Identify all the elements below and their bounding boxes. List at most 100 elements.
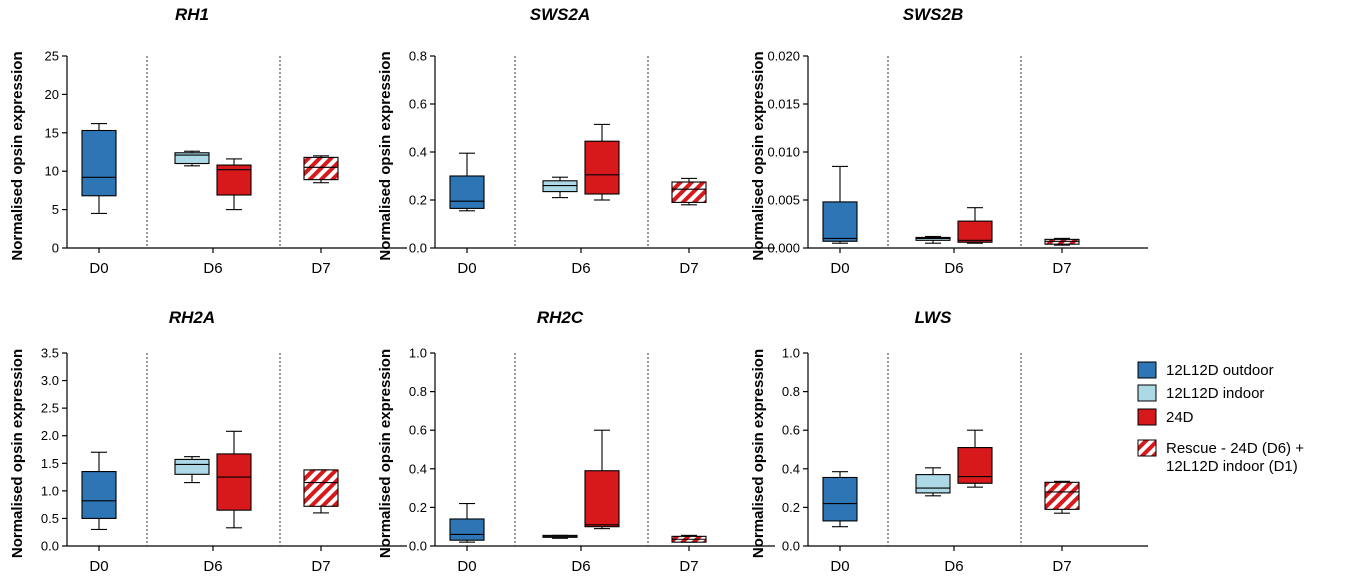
legend-label: Rescue - 24D (D6) +12L12D indoor (D1) (1166, 440, 1304, 475)
box-d6-12l12d-indoor (915, 467, 951, 497)
y-tick-label: 2.0 (41, 428, 59, 443)
x-category-label: D0 (830, 558, 849, 575)
x-category-label: D7 (1052, 260, 1071, 277)
y-tick-label: 0.000 (767, 241, 800, 256)
x-category-label: D6 (944, 558, 963, 575)
box-d0-12l12d-outdoor (449, 502, 485, 543)
chart-panels: RH1 Normalised opsin expression 0 5 10 15 20 25… (9, 5, 1148, 575)
x-category-label: D7 (311, 260, 330, 277)
y-tick-label: 0.005 (767, 193, 800, 208)
legend: 12L12D outdoor 12L12D indoor 24D Rescue - 2… (1137, 361, 1304, 475)
legend-item: Rescue - 24D (D6) +12L12D indoor (D1) (1137, 439, 1304, 475)
y-tick-label: 2.5 (41, 401, 59, 416)
box-d7-rescue-24d-d6-12l12d-indoor-d1 (671, 177, 707, 206)
y-axis-label: Normalised opsin expression (9, 349, 26, 558)
y-tick-label: 0.4 (409, 461, 427, 476)
x-category-label: D0 (457, 260, 476, 277)
box-d6-24d (957, 207, 993, 244)
iqr-box (174, 458, 210, 475)
y-tick-label: 0.010 (767, 145, 800, 160)
x-category-label: D7 (311, 558, 330, 575)
box-d6-12l12d-indoor (915, 235, 951, 244)
y-axis-label: Normalised opsin expression (750, 349, 767, 558)
y-tick-label: 1.0 (409, 346, 427, 361)
legend-item: 12L12D indoor (1137, 384, 1264, 402)
box-d7-rescue-24d-d6-12l12d-indoor-d1 (303, 155, 339, 184)
legend-item: 24D (1137, 408, 1194, 426)
box-d6-12l12d-indoor (542, 534, 578, 539)
panel-rh2c: RH2C Normalised opsin expression 0.0 0.2 0.4… (377, 308, 775, 575)
y-axis-label: Normalised opsin expression (9, 51, 26, 260)
legend-swatch (1137, 439, 1157, 457)
y-tick-label: 0.2 (409, 193, 427, 208)
y-tick-label: 0.0 (409, 241, 427, 256)
y-tick-label: 0.6 (409, 97, 427, 112)
y-tick-label: 0.2 (409, 500, 427, 515)
y-tick-label: 0.0 (782, 539, 800, 554)
panel-lws: LWS Normalised opsin expression 0.0 0.2 0.4 0… (750, 308, 1148, 575)
legend-label: 12L12D outdoor (1166, 362, 1274, 379)
legend-swatch (1137, 384, 1157, 402)
y-tick-label: 0.5 (41, 511, 59, 526)
y-tick-label: 0.015 (767, 97, 800, 112)
box-d0-12l12d-outdoor (822, 165, 858, 244)
x-category-label: D7 (1052, 558, 1071, 575)
box-d7-rescue-24d-d6-12l12d-indoor-d1 (671, 534, 707, 543)
x-category-label: D0 (89, 558, 108, 575)
y-tick-label: 0.0 (41, 539, 59, 554)
panel-title: RH2A (169, 308, 215, 327)
box-d6-12l12d-indoor (542, 176, 578, 199)
y-tick-label: 0.0 (409, 539, 427, 554)
y-tick-label: 0 (52, 241, 59, 256)
panel-title: LWS (915, 308, 952, 327)
box-d0-12l12d-outdoor (822, 471, 858, 528)
y-tick-label: 5 (52, 202, 59, 217)
y-tick-label: 1.0 (41, 483, 59, 498)
iqr-box (449, 518, 485, 541)
y-tick-label: 25 (45, 49, 59, 64)
x-category-label: D7 (679, 260, 698, 277)
box-d7-rescue-24d-d6-12l12d-indoor-d1 (303, 469, 339, 514)
iqr-box (303, 156, 339, 181)
panel-sws2a: SWS2A Normalised opsin expression 0.0 0.2 0.… (377, 5, 775, 277)
iqr-box (542, 180, 578, 193)
box-d6-24d (216, 430, 252, 529)
iqr-box (303, 469, 339, 507)
y-tick-label: 3.0 (41, 373, 59, 388)
panel-title: RH2C (537, 308, 584, 327)
iqr-box (584, 470, 620, 528)
x-category-label: D7 (679, 558, 698, 575)
legend-label: 12L12D indoor (1166, 385, 1264, 402)
iqr-box (81, 129, 117, 197)
iqr-box (957, 447, 993, 484)
legend-swatch (1137, 361, 1157, 379)
panel-title: RH1 (175, 5, 209, 24)
panel-title: SWS2B (903, 5, 963, 24)
y-tick-label: 10 (45, 164, 59, 179)
y-axis-label: Normalised opsin expression (377, 51, 394, 260)
box-d6-24d (584, 429, 620, 530)
y-tick-label: 20 (45, 87, 59, 102)
panel-rh1: RH1 Normalised opsin expression 0 5 10 15 20 25… (9, 5, 407, 277)
iqr-box (1044, 481, 1080, 510)
box-d6-24d (584, 123, 620, 201)
y-tick-label: 3.5 (41, 346, 59, 361)
y-tick-label: 0.4 (409, 145, 427, 160)
iqr-box (81, 471, 117, 519)
y-axis-label: Normalised opsin expression (377, 349, 394, 558)
y-tick-label: 1.0 (782, 346, 800, 361)
x-category-label: D6 (571, 260, 590, 277)
iqr-box (584, 140, 620, 195)
x-category-label: D0 (830, 260, 849, 277)
y-tick-label: 0.8 (409, 384, 427, 399)
iqr-box (216, 453, 252, 511)
x-category-label: D6 (571, 558, 590, 575)
iqr-box (957, 220, 993, 243)
box-d6-24d (216, 158, 252, 211)
box-d0-12l12d-outdoor (81, 451, 117, 531)
iqr-box (671, 181, 707, 203)
y-tick-label: 0.8 (409, 49, 427, 64)
box-d6-24d (957, 429, 993, 488)
y-tick-label: 0.6 (782, 423, 800, 438)
